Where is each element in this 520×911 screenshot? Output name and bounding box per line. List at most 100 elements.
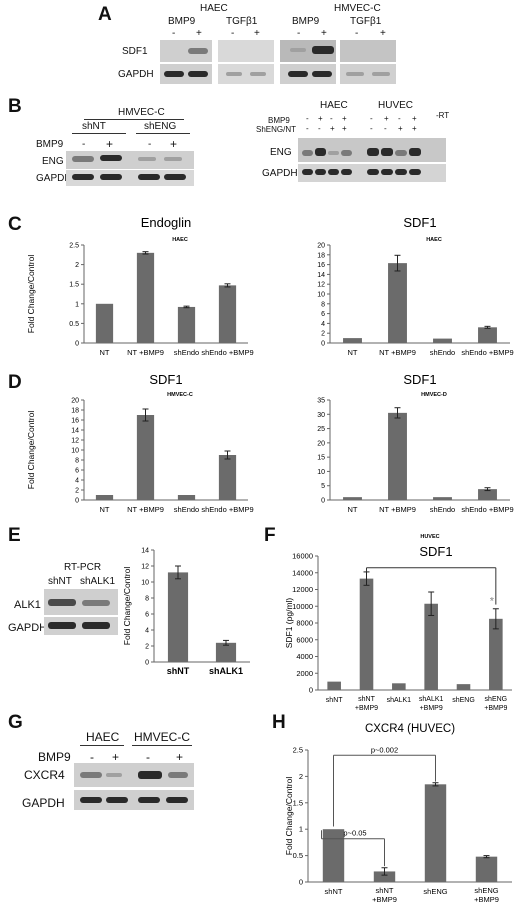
chart-title: SDF1 — [419, 544, 452, 559]
sign: - — [148, 139, 152, 150]
y-tick-label: 14000 — [292, 568, 313, 577]
sign: + — [342, 124, 347, 133]
panel-label-h: H — [272, 712, 286, 733]
cell-line-label: HMVEC-C — [334, 3, 381, 14]
y-tick-label: 6 — [75, 468, 79, 475]
cell-line-label: HAEC — [320, 100, 348, 111]
x-category-label: shENG +BMP9 — [484, 696, 507, 712]
group-label: shENG — [144, 121, 177, 132]
y-tick-label: 30 — [317, 412, 325, 419]
y-tick-label: 18 — [71, 408, 79, 415]
sign: + — [412, 124, 417, 133]
chart-subtitle: HMVEC-C — [167, 392, 193, 398]
row-label-eng: ENG — [42, 156, 64, 167]
row-label-gapdh: GAPDH — [22, 796, 65, 810]
row-label-sheng-nt: ShENG/NT — [256, 125, 297, 134]
chart-title: SDF1 — [149, 372, 182, 387]
bar — [373, 871, 396, 882]
bar — [478, 327, 497, 343]
panel-label-g: G — [8, 712, 23, 733]
x-category-label: shALK1 — [387, 697, 412, 704]
x-category-label: NT +BMP9 — [379, 348, 416, 357]
x-category-label: shNT — [167, 666, 190, 676]
x-category-label: NT +BMP9 — [379, 505, 416, 514]
chart-subtitle: HMVEC-D — [421, 392, 447, 398]
bar — [343, 497, 362, 500]
row-label-gapdh: GAPDH — [262, 168, 298, 179]
panel-label-b: B — [8, 96, 22, 117]
bar — [322, 829, 345, 882]
bar — [136, 252, 155, 343]
x-category-label: shEndo — [430, 505, 455, 514]
cell-line-label: HMVEC-C — [134, 730, 190, 744]
sign: + — [196, 28, 202, 39]
y-tick-label: 10000 — [292, 602, 313, 611]
y-axis-label: Fold Change/Control — [26, 255, 36, 334]
y-tick-label: 1.5 — [293, 798, 303, 807]
neg-rt-label: -RT — [436, 111, 450, 120]
y-axis-label: Fold Change/Control — [284, 777, 294, 856]
x-category-label: shEndo +BMP9 — [461, 505, 513, 514]
cell-line-label: HAEC — [86, 730, 120, 744]
x-category-label: NT +BMP9 — [127, 348, 164, 357]
sign: - — [398, 114, 401, 123]
x-category-label: shEndo — [174, 505, 199, 514]
x-category-label: shALK1 — [209, 666, 243, 676]
chart-title: SDF1 — [403, 372, 436, 387]
x-category-label: shEndo +BMP9 — [461, 348, 513, 357]
chart-subtitle: HAEC — [426, 237, 442, 243]
bar — [392, 683, 406, 690]
x-category-label: shEndo +BMP9 — [201, 505, 253, 514]
y-tick-label: 1 — [299, 825, 303, 834]
y-tick-label: 4 — [145, 628, 149, 635]
bar — [167, 572, 189, 662]
y-tick-label: 0 — [309, 686, 313, 695]
x-category-label: shENG — [452, 697, 475, 704]
row-label-sdf1: SDF1 — [122, 46, 148, 57]
chart-c-sdf1-haec: SDF1 HAEC 0 2 4 6 8 10 12 14 16 18 20 NT NT +BMP9 shEnd… — [317, 215, 513, 357]
panel-label-a: A — [98, 4, 112, 25]
y-tick-label: 18 — [317, 252, 325, 259]
y-tick-label: 0.5 — [69, 321, 79, 328]
x-category-label: shEndo — [430, 348, 455, 357]
bar — [424, 603, 438, 690]
y-tick-label: 1.5 — [69, 282, 79, 289]
y-tick-label: 0 — [75, 341, 79, 348]
bar — [489, 618, 503, 690]
y-tick-label: 0 — [321, 341, 325, 348]
y-tick-label: 14 — [141, 548, 149, 555]
y-tick-label: 8000 — [296, 619, 313, 628]
bar — [433, 497, 452, 500]
chart-title: CXCR4 (HUVEC) — [365, 723, 455, 735]
y-tick-label: 2.5 — [293, 746, 303, 755]
x-category-label: shENG +BMP9 — [474, 886, 499, 904]
p-value-label: p~0.002 — [371, 745, 398, 754]
y-tick-label: 2 — [145, 644, 149, 651]
sign: - — [306, 114, 309, 123]
y-tick-label: 0.5 — [293, 851, 303, 860]
sign: + — [112, 750, 120, 764]
x-category-label: shEndo +BMP9 — [201, 348, 253, 357]
row-label-alk1: ALK1 — [14, 599, 41, 611]
bar — [478, 489, 497, 500]
x-category-label: NT +BMP9 — [127, 505, 164, 514]
panel-label-d: D — [8, 372, 22, 393]
y-tick-label: 8 — [321, 301, 325, 308]
y-tick-label: 0 — [321, 498, 325, 505]
bar — [215, 642, 237, 662]
bar — [218, 285, 237, 343]
group-label: shNT — [82, 121, 106, 132]
y-tick-label: 12 — [141, 564, 149, 571]
sign: + — [318, 114, 323, 123]
bar — [424, 784, 447, 882]
chart-d-sdf1-hmvec-d: SDF1 HMVEC-D 0 5 10 15 20 25 30 35 NT NT +BMP9 shEnd… — [317, 372, 513, 514]
x-category-label: shNT +BMP9 — [355, 696, 378, 712]
cell-line-label: HUVEC — [378, 100, 414, 111]
sign: + — [106, 137, 114, 151]
x-category-label: shNT — [326, 697, 343, 704]
treatment-label: BMP9 — [36, 139, 64, 150]
sign: - — [297, 28, 301, 39]
y-axis-label: Fold Change/Control — [122, 567, 132, 646]
bar — [95, 495, 114, 500]
chart-title: Endoglin — [141, 215, 192, 230]
